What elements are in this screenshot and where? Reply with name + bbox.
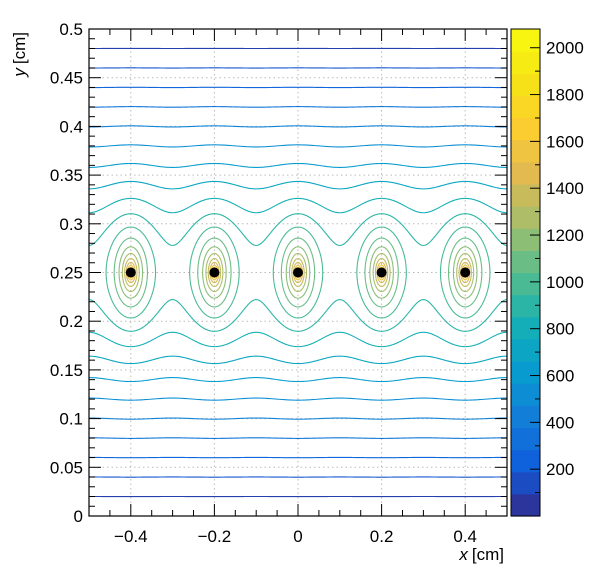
colorbar-tick-label: 1600 — [546, 132, 584, 151]
wire-marker — [209, 267, 220, 278]
colorbar-band — [511, 361, 540, 384]
colorbar-band — [511, 493, 540, 517]
colorbar-band — [511, 405, 540, 429]
contour-line — [89, 144, 507, 401]
y-tick-label: 0.35 — [50, 166, 83, 185]
colorbar-band — [511, 316, 540, 340]
y-tick-label: 0.45 — [50, 69, 83, 88]
x-tick-label: 0.2 — [370, 527, 394, 546]
contour-line — [121, 252, 475, 293]
x-axis-ticks: −0.4 −0.2 0 0.2 0.4 — [88, 29, 508, 546]
y-tick-label: 0.1 — [59, 410, 83, 429]
x-tick-label: 0.4 — [453, 527, 477, 546]
colorbar-band — [511, 117, 540, 141]
colorbar-tick-label: 1800 — [546, 86, 584, 105]
colorbar-tick-label: 400 — [546, 413, 574, 432]
colorbar-band — [511, 383, 540, 406]
colorbar: 200 400 600 800 1000 1200 1400 1600 1800 2000 — [510, 28, 584, 517]
y-tick-label: 0 — [74, 507, 83, 526]
x-axis-title: x [cm] — [458, 545, 504, 564]
colorbar-band — [511, 449, 540, 473]
y-tick-label: 0.3 — [59, 215, 83, 234]
colorbar-band — [511, 73, 540, 97]
x-tick-label: −0.2 — [198, 527, 232, 546]
colorbar-frame — [510, 28, 541, 517]
contour-line — [89, 86, 507, 459]
colorbar-tick-label: 600 — [546, 367, 574, 386]
colorbar-tick-label: 200 — [546, 460, 574, 479]
colorbar-band — [511, 206, 540, 229]
contour-line — [89, 67, 507, 478]
wire-markers — [125, 267, 471, 278]
wire-marker — [293, 267, 303, 278]
colorbar-band — [511, 228, 540, 251]
contour-line — [88, 162, 508, 383]
contour-line — [105, 226, 491, 319]
colorbar-band — [511, 139, 540, 163]
y-tick-label: 0.15 — [50, 361, 83, 380]
colorbar-tick-label: 1200 — [546, 226, 584, 245]
contour-line — [113, 237, 483, 308]
colorbar-tick-label: 800 — [546, 320, 574, 339]
colorbar-band — [511, 95, 540, 119]
colorbar-band — [511, 250, 540, 274]
y-tick-label: 0.05 — [50, 458, 83, 477]
contour-line — [88, 213, 508, 332]
colorbar-tick-label: 1000 — [546, 273, 584, 292]
contour-line — [118, 246, 478, 299]
x-tick-label: 0 — [293, 527, 302, 546]
y-tick-label: 0.5 — [59, 20, 83, 39]
contour-line — [88, 197, 508, 348]
x-tick-label: −0.4 — [114, 527, 148, 546]
colorbar-band — [511, 471, 540, 495]
colorbar-band — [511, 51, 540, 74]
wire-marker — [460, 267, 471, 278]
y-tick-label: 0.2 — [59, 312, 83, 331]
colorbar-band — [511, 183, 540, 207]
colorbar-band — [511, 338, 540, 362]
colorbar-band — [511, 29, 540, 52]
wire-marker — [376, 267, 387, 278]
contour-line — [88, 180, 508, 365]
y-tick-label: 0.25 — [50, 264, 83, 283]
colorbar-tick-label: 2000 — [546, 39, 584, 58]
colorbar-band — [511, 427, 540, 451]
colorbar-band — [511, 272, 540, 296]
contour-line — [88, 106, 508, 439]
y-axis-title: y[cm] — [10, 32, 29, 78]
contour-line — [89, 125, 507, 420]
y-axis-ticks: 0 0.05 0.1 0.15 0.2 0.25 0.3 0.35 0.4 0.45 0.5 — [50, 20, 507, 526]
colorbar-tick-label: 1400 — [546, 179, 584, 198]
wire-marker — [125, 267, 136, 278]
contour-line — [124, 257, 472, 288]
y-tick-label: 0.4 — [59, 117, 83, 136]
colorbar-band — [511, 294, 540, 318]
colorbar-band — [511, 161, 540, 185]
